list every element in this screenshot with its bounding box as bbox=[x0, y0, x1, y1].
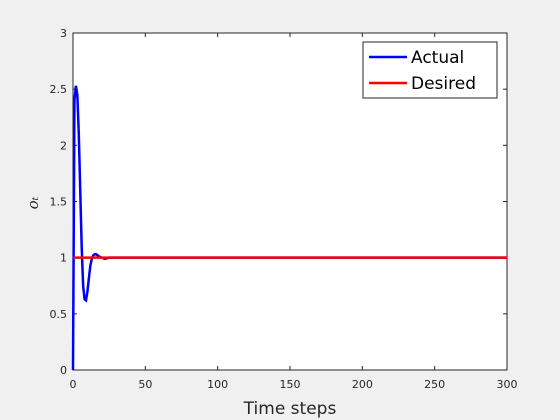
x-axis-label: Time steps bbox=[243, 399, 337, 419]
x-tick-label: 200 bbox=[352, 378, 373, 391]
y-tick-label: 0 bbox=[60, 364, 67, 377]
legend-box bbox=[362, 41, 498, 99]
y-tick-label: 0.5 bbox=[50, 308, 68, 321]
y-tick-label: 1 bbox=[60, 252, 67, 265]
y-tick-label: 2 bbox=[60, 139, 67, 152]
y-axis-label: oₜ bbox=[24, 196, 42, 209]
legend-label: Desired bbox=[411, 74, 476, 94]
y-tick-label: 3 bbox=[60, 27, 67, 40]
x-tick-label: 50 bbox=[138, 378, 152, 391]
legend-label: Actual bbox=[411, 48, 464, 68]
y-tick-label: 1.5 bbox=[50, 196, 68, 209]
x-tick-label: 250 bbox=[424, 378, 445, 391]
x-tick-label: 0 bbox=[70, 378, 77, 391]
x-tick-label: 100 bbox=[207, 378, 228, 391]
y-tick-label: 2.5 bbox=[50, 83, 68, 96]
x-tick-label: 300 bbox=[497, 378, 518, 391]
x-tick-label: 150 bbox=[280, 378, 301, 391]
